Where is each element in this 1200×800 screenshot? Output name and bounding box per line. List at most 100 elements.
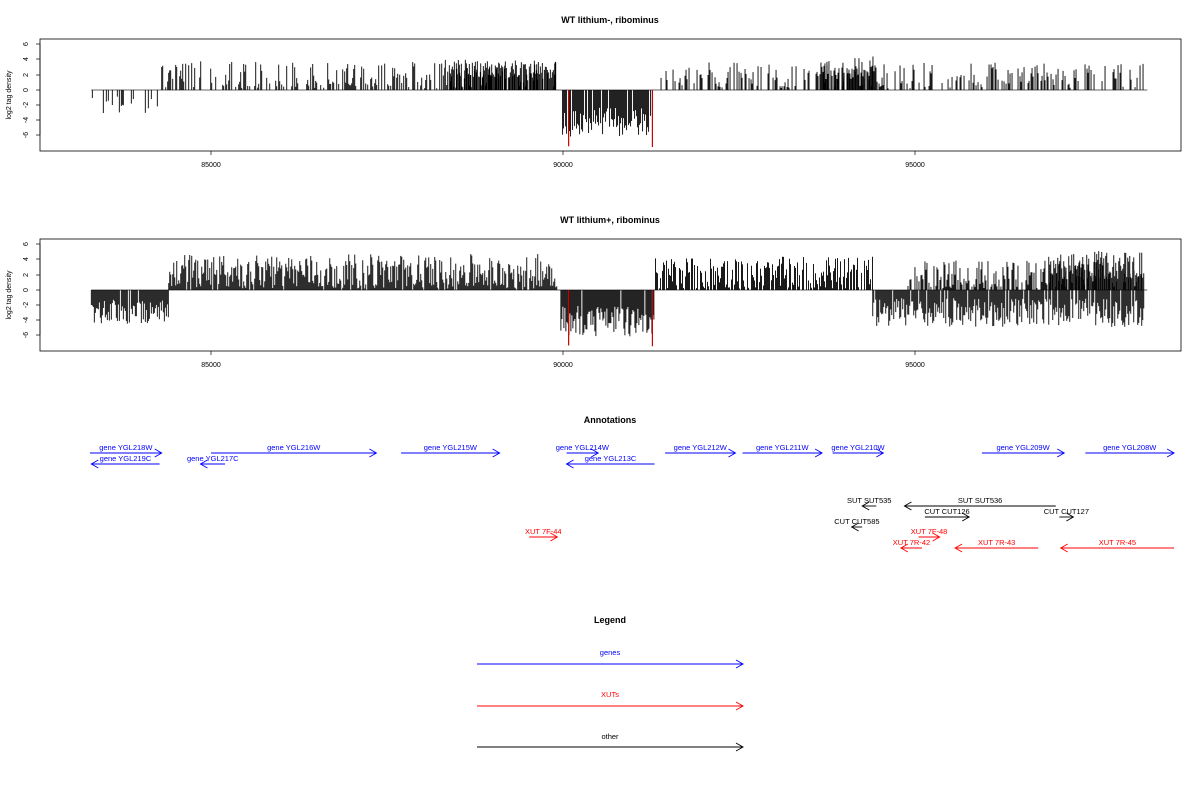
panel-1-bars [91, 56, 1148, 147]
feature-gene-ygl213c: gene YGL213C [565, 454, 655, 469]
feature-gene-ygl218w: gene YGL218W [89, 443, 163, 458]
feature-arrow-icon [1057, 448, 1066, 458]
panel-2-title: WT lithium+, ribominus [560, 215, 660, 225]
feature-xut-7r-42: XUT 7R-42 [893, 538, 930, 553]
panel-2-bars [90, 251, 1148, 347]
panel-2-ytick: -4 [23, 317, 30, 323]
feature-arrow-icon [900, 543, 909, 553]
feature-label: SUT SUT535 [847, 496, 891, 505]
feature-arrow-icon [876, 448, 885, 458]
panel-2: WT lithium+, ribominus 6 4 2 0 -2 -4 -6 … [6, 215, 1182, 369]
legend-label-genes: genes [600, 648, 621, 657]
panel-1-ytick: 6 [23, 42, 30, 46]
panel-1-ytick: -2 [23, 102, 30, 108]
annotation-features: gene YGL218W gene YGL219C gene YGL216W gene… [89, 443, 1175, 553]
feature-label: gene YGL211W [756, 443, 810, 452]
legend: Legend genes XUTs other [477, 615, 744, 752]
feature-label: gene YGL219C [100, 454, 152, 463]
panel-1-xtick: 95000 [905, 162, 925, 169]
panel-1-xaxis: 85000 90000 95000 [201, 151, 925, 169]
feature-label: CUT CUT585 [834, 517, 879, 526]
feature-label: XUT 7F-48 [911, 527, 948, 536]
feature-gene-ygl212w: gene YGL212W [665, 443, 737, 458]
panel-1-xtick: 85000 [201, 162, 221, 169]
feature-label: gene YGL210W [831, 443, 885, 452]
panel-1: WT lithium-, ribominus 6 4 2 0 -2 -4 -6 … [6, 15, 1182, 169]
feature-label: gene YGL209W [996, 443, 1050, 452]
feature-gene-ygl219c: gene YGL219C [90, 454, 160, 469]
feature-arrow-icon [961, 512, 971, 522]
panel-2-ylabel: log2 tag density [6, 270, 13, 320]
panel-1-ytick: 2 [23, 73, 30, 77]
panel-2-xtick: 95000 [905, 362, 925, 369]
feature-gene-ygl215w: gene YGL215W [401, 443, 501, 458]
feature-sut-sut536: SUT SUT536 [903, 496, 1056, 511]
feature-label: XUT 7F-44 [525, 527, 562, 536]
legend-item-other: other [477, 732, 744, 752]
feature-gene-ygl211w: gene YGL211W [742, 443, 823, 458]
feature-label: gene YGL216W [267, 443, 321, 452]
feature-arrow-icon [932, 532, 941, 542]
panel-2-xtick: 85000 [201, 362, 221, 369]
panel-2-ytick: 2 [23, 273, 30, 277]
feature-gene-ygl210w: gene YGL210W [831, 443, 886, 458]
panel-2-xaxis: 85000 90000 95000 [201, 351, 925, 369]
feature-arrow-icon [590, 448, 600, 458]
feature-label: gene YGL218W [99, 443, 153, 452]
feature-label: CUT CUT127 [1044, 507, 1089, 516]
feature-gene-ygl214w: gene YGL214W [556, 443, 610, 458]
legend-label-other: other [601, 732, 619, 741]
legend-title: Legend [594, 615, 626, 625]
feature-arrow-icon [492, 448, 501, 458]
feature-label: gene YGL212W [674, 443, 728, 452]
feature-label: gene YGL217C [187, 454, 239, 463]
feature-gene-ygl216w: gene YGL216W [211, 443, 378, 458]
feature-arrow-icon [861, 501, 870, 511]
feature-arrow-icon [850, 522, 859, 532]
feature-label: gene YGL214W [556, 443, 610, 452]
feature-arrow-icon [369, 448, 378, 458]
panel-1-xtick: 90000 [553, 162, 573, 169]
panel-1-ytick: 4 [23, 57, 30, 61]
feature-arrow-icon [903, 501, 912, 511]
feature-arrow-icon [1066, 512, 1075, 522]
annotations-title: Annotations [584, 415, 637, 425]
panel-2-ytick: 0 [23, 288, 30, 292]
legend-label-xuts: XUTs [601, 690, 619, 699]
feature-label: XUT 7R-43 [978, 538, 1015, 547]
feature-xut-7r-43: XUT 7R-43 [954, 538, 1039, 553]
panel-1-ytick: -4 [23, 117, 30, 123]
feature-gene-ygl208w: gene YGL208W [1085, 443, 1175, 458]
feature-arrow-icon [199, 459, 208, 469]
feature-gene-ygl217c: gene YGL217C [187, 454, 239, 469]
feature-arrow-icon [550, 532, 559, 542]
legend-arrow-other-icon [735, 742, 744, 752]
feature-label: gene YGL208W [1103, 443, 1157, 452]
feature-label: SUT SUT536 [958, 496, 1002, 505]
feature-cut-cut127: CUT CUT127 [1044, 507, 1089, 522]
legend-item-xuts: XUTs [477, 690, 744, 711]
feature-arrow-icon [814, 448, 823, 458]
feature-label: CUT CUT126 [924, 507, 969, 516]
legend-arrow-xuts-icon [735, 701, 744, 711]
feature-label: XUT 7R-42 [893, 538, 930, 547]
panel-1-ytick: -6 [23, 132, 30, 138]
panel-1-ylabel: log2 tag density [6, 70, 13, 120]
feature-gene-ygl209w: gene YGL209W [981, 443, 1066, 458]
feature-arrow-icon [1059, 543, 1068, 553]
legend-item-genes: genes [477, 648, 744, 669]
feature-xut-7f-44: XUT 7F-44 [525, 527, 562, 542]
feature-label: gene YGL215W [424, 443, 478, 452]
feature-arrow-icon [565, 459, 574, 469]
legend-arrow-genes-icon [735, 659, 744, 669]
feature-arrow-icon [154, 448, 163, 458]
feature-arrow-icon [954, 543, 963, 553]
feature-label: XUT 7R-45 [1099, 538, 1136, 547]
feature-xut-7f-48: XUT 7F-48 [911, 527, 948, 542]
panel-1-title: WT lithium-, ribominus [561, 15, 659, 25]
panel-2-ytick: -6 [23, 332, 30, 338]
feature-arrow-icon [728, 448, 737, 458]
feature-arrow-icon [90, 459, 99, 469]
